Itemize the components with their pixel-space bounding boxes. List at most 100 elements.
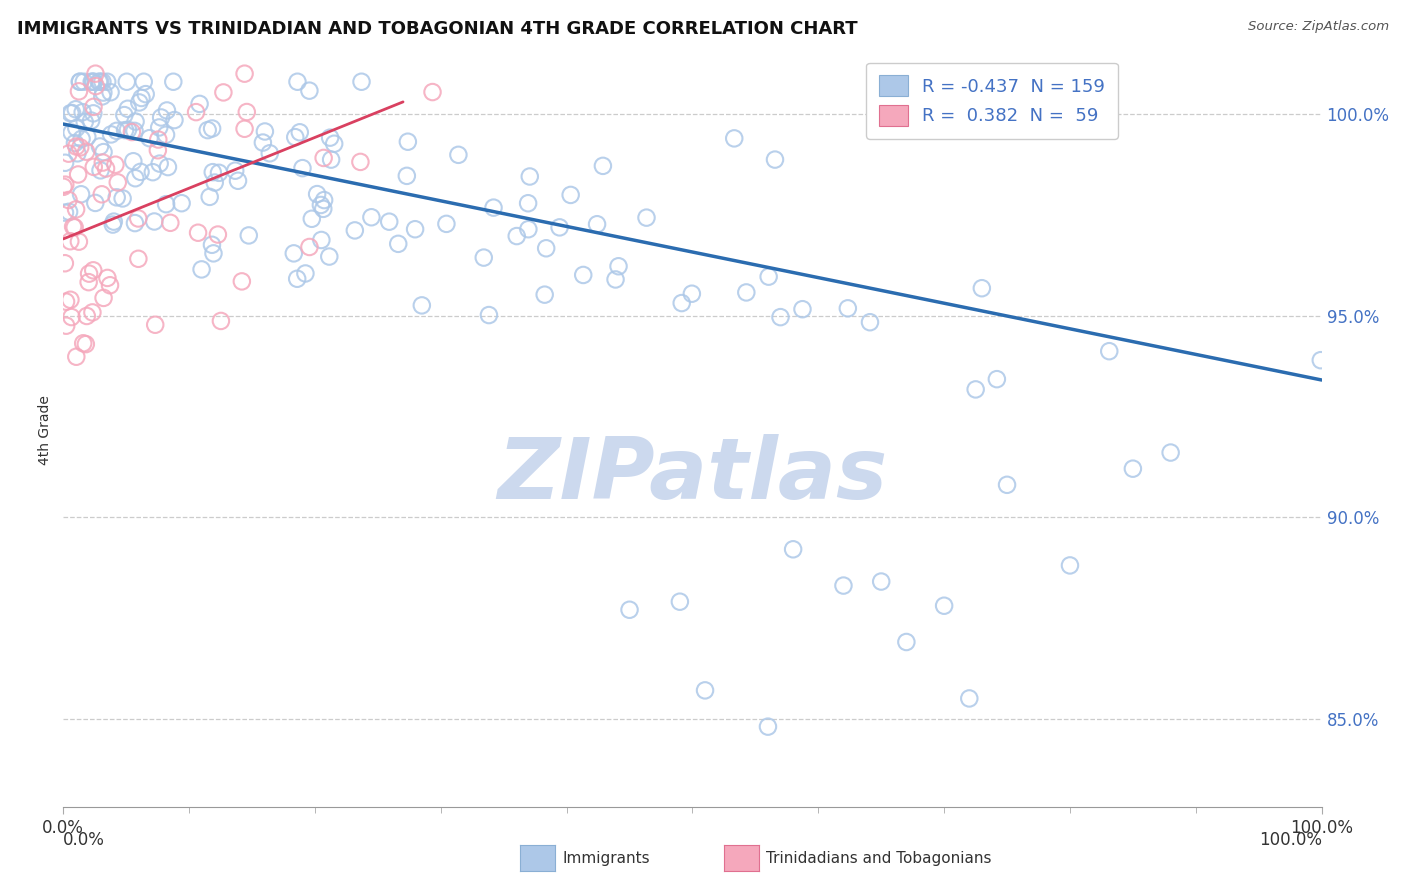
Point [693,683,716,698]
Point [534,241,557,255]
Point [294,267,316,281]
Point [896,635,918,649]
Point [201,165,224,179]
Text: ZIPatlas: ZIPatlas [498,434,887,517]
Point [77,275,100,289]
Point [636,211,658,225]
Point [111,191,134,205]
Point [104,158,127,172]
Point [187,226,209,240]
Point [121,125,143,139]
Point [350,75,373,89]
Text: 100.0%: 100.0% [1258,831,1322,849]
Point [619,603,641,617]
Point [55,318,77,333]
Point [207,227,229,242]
Point [837,301,859,316]
Point [548,220,571,235]
Point [681,286,703,301]
Point [91,89,114,103]
Point [756,720,779,734]
Point [58,193,80,207]
Point [76,309,98,323]
Point [84,195,107,210]
Point [253,124,276,138]
Point [82,305,104,319]
Point [96,271,118,285]
Point [63,220,86,235]
Point [259,146,281,161]
Text: IMMIGRANTS VS TRINIDADIAN AND TOBAGONIAN 4TH GRADE CORRELATION CHART: IMMIGRANTS VS TRINIDADIAN AND TOBAGONIAN… [17,20,858,37]
Point [105,124,128,138]
Point [560,188,582,202]
Point [533,287,555,301]
Point [114,123,136,137]
Point [87,75,110,89]
Point [72,336,94,351]
Point [117,122,139,136]
Point [58,146,80,161]
Text: Immigrants: Immigrants [562,851,650,865]
Point [132,75,155,89]
Point [146,143,169,157]
Point [314,193,336,207]
Point [198,190,221,204]
Point [59,234,82,248]
Point [69,75,91,89]
Point [60,106,83,120]
Point [291,161,314,175]
Point [75,145,97,159]
Point [70,187,93,202]
Point [80,113,103,128]
Point [957,691,980,706]
Point [89,75,111,89]
Point [519,169,541,184]
Point [63,136,86,150]
Point [112,108,135,122]
Point [60,126,83,140]
Point [319,130,342,145]
Point [59,106,82,120]
Point [202,246,225,260]
Point [343,223,366,237]
Point [53,256,76,270]
Point [605,272,627,286]
Point [309,198,332,212]
Point [149,156,172,170]
Point [782,542,804,557]
Point [298,84,321,98]
Point [142,165,165,179]
Point [84,79,107,94]
Point [506,229,529,244]
Point [301,211,323,226]
Point [478,308,501,322]
Point [159,216,181,230]
Point [94,161,117,176]
Point [1160,445,1182,459]
Point [162,75,184,89]
Point [150,111,173,125]
Point [1098,344,1121,359]
Point [148,132,170,146]
Point [128,95,150,110]
Point [131,91,153,105]
Point [155,128,177,142]
Point [53,155,76,169]
Point [65,121,87,136]
Point [378,215,401,229]
Point [115,75,138,89]
Point [436,217,458,231]
Point [236,105,259,120]
Point [284,130,307,145]
Point [233,121,256,136]
Point [67,235,90,249]
Point [1059,558,1081,573]
Point [208,166,231,180]
Point [91,75,114,89]
Point [184,105,207,120]
Point [83,75,105,89]
Point [832,578,855,592]
Point [226,174,249,188]
Point [482,201,505,215]
Point [197,123,219,137]
